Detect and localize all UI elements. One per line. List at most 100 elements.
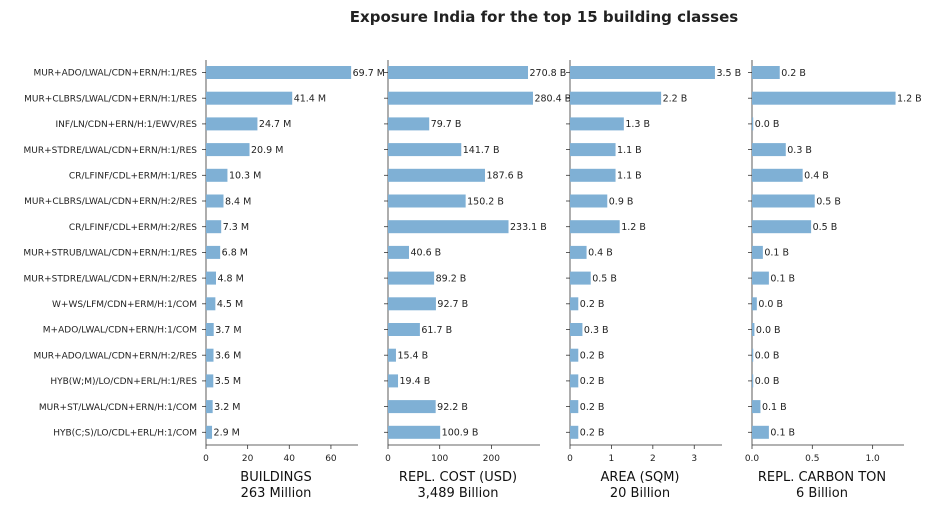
bar-value-label: 40.6 B — [410, 248, 441, 259]
bar-value-label: 92.7 B — [437, 299, 468, 310]
x-tick-label: 100 — [431, 454, 448, 464]
bar — [206, 425, 213, 439]
bar — [206, 400, 213, 414]
bar — [752, 91, 896, 105]
panel-total-label: 3,489 Billion — [418, 486, 499, 501]
bar-value-label: 0.5 B — [813, 222, 838, 233]
bar-value-label: 0.0 B — [755, 376, 780, 387]
bar-value-label: 0.1 B — [762, 402, 787, 413]
bar-value-label: 69.7 M — [353, 68, 385, 79]
bar-value-label: 270.8 B — [530, 68, 567, 79]
category-label: CR/LFINF/CDL+ERM/H:2/RES — [69, 223, 197, 233]
panel-1: 69.7 M 41.4 M 24.7 M 20.9 M 10.3 M 8.4 M 7.3 M… — [202, 60, 385, 501]
bar — [388, 194, 466, 208]
bar — [388, 91, 533, 105]
bar-value-label: 280.4 B — [534, 94, 571, 105]
category-label: W+WS/LFM/CDN+ERM/H:1/COM — [52, 300, 197, 310]
category-label: MUR+ADO/LWAL/CDN+ERN/H:1/RES — [33, 69, 197, 79]
bar — [206, 91, 293, 105]
bar-value-label: 7.3 M — [223, 222, 249, 233]
bar — [206, 348, 214, 362]
bar-value-label: 1.1 B — [617, 171, 642, 182]
chart-panels: MUR+ADO/LWAL/CDN+ERN/H:1/RES MUR+CLBRS/LW… — [23, 60, 922, 501]
bar — [570, 220, 620, 234]
category-label: MUR+STDRE/LWAL/CDN+ERN/H:2/RES — [24, 274, 198, 284]
bar — [388, 374, 399, 388]
bar-value-label: 141.7 B — [463, 145, 500, 156]
bar-value-label: 0.0 B — [758, 299, 783, 310]
bar — [570, 245, 587, 259]
bar — [206, 194, 224, 208]
x-tick-label: 40 — [284, 454, 296, 464]
bar-value-label: 0.9 B — [609, 196, 634, 207]
bar — [570, 297, 579, 311]
bar-value-label: 2.9 M — [214, 428, 240, 439]
bar-value-label: 0.4 B — [804, 171, 829, 182]
bar — [388, 117, 430, 131]
category-label: MUR+ST/LWAL/CDN+ERN/H:1/COM — [39, 403, 197, 413]
bar-value-label: 0.1 B — [770, 428, 795, 439]
chart-title: Exposure India for the top 15 building c… — [350, 8, 738, 26]
bar — [570, 348, 579, 362]
bar-value-label: 150.2 B — [467, 196, 504, 207]
bar — [206, 323, 214, 336]
bar — [206, 168, 228, 182]
bar — [570, 91, 662, 105]
x-tick-label: 1 — [609, 454, 615, 464]
bar-value-label: 2.2 B — [663, 94, 688, 105]
bar-value-label: 8.4 M — [225, 196, 251, 207]
bar-value-label: 4.8 M — [217, 273, 243, 284]
bar — [388, 400, 436, 414]
bar-value-label: 3.5 B — [716, 68, 741, 79]
bar-value-label: 10.3 M — [229, 171, 261, 182]
bar — [570, 66, 715, 79]
bar-value-label: 15.4 B — [397, 351, 428, 362]
bar — [388, 66, 529, 79]
bar-value-label: 0.5 B — [816, 196, 841, 207]
bar — [206, 271, 216, 285]
panel-4: 0.2 B 1.2 B 0.0 B 0.3 B 0.4 B 0.5 B 0.5 B 0.1 B… — [745, 60, 922, 501]
bar-value-label: 100.9 B — [442, 428, 479, 439]
x-tick-label: 20 — [242, 454, 254, 464]
category-label: M+ADO/LWAL/CDN+ERN/H:1/COM — [43, 326, 197, 336]
bar — [206, 117, 258, 131]
bar — [388, 245, 409, 259]
bar-value-label: 0.2 B — [580, 402, 605, 413]
x-tick-label: 0.0 — [745, 454, 760, 464]
bar-value-label: 0.3 B — [787, 145, 812, 156]
bar-value-label: 3.2 M — [214, 402, 240, 413]
bar-value-label: 187.6 B — [486, 171, 523, 182]
x-tick-label: 0.5 — [805, 454, 819, 464]
bar-value-label: 1.1 B — [617, 145, 642, 156]
x-axis-label: REPL. CARBON TON — [758, 470, 886, 485]
bar-value-label: 0.4 B — [588, 248, 613, 259]
category-label: HYB(C;S)/LO/CDL+ERL/H:1/COM — [53, 429, 197, 439]
bar — [388, 425, 441, 439]
x-tick-label: 60 — [325, 454, 337, 464]
bar — [206, 297, 216, 311]
bar — [570, 374, 579, 388]
bar-value-label: 4.5 M — [217, 299, 243, 310]
bar — [206, 220, 222, 234]
bar — [206, 66, 352, 79]
bar-value-label: 79.7 B — [431, 119, 462, 130]
bar-value-label: 0.1 B — [770, 273, 795, 284]
bar-value-label: 89.2 B — [436, 273, 467, 284]
bar — [388, 348, 396, 362]
bar-value-label: 3.7 M — [215, 325, 241, 336]
bar-value-label: 3.5 M — [215, 376, 241, 387]
bar — [752, 66, 780, 79]
bar — [570, 400, 579, 414]
category-label: MUR+STDRE/LWAL/CDN+ERN/H:1/RES — [24, 146, 198, 156]
bar — [388, 297, 436, 311]
bar — [206, 245, 221, 259]
x-tick-label: 0 — [385, 454, 391, 464]
panel-total-label: 20 Billion — [610, 486, 670, 501]
x-axis-label: REPL. COST (USD) — [399, 470, 517, 485]
bar — [206, 374, 214, 388]
bar-value-label: 1.2 B — [621, 222, 646, 233]
bar — [388, 143, 462, 157]
category-label: HYB(W;M)/LO/CDN+ERL/H:1/RES — [50, 377, 197, 387]
bar-value-label: 233.1 B — [510, 222, 547, 233]
x-tick-label: 2 — [650, 454, 656, 464]
